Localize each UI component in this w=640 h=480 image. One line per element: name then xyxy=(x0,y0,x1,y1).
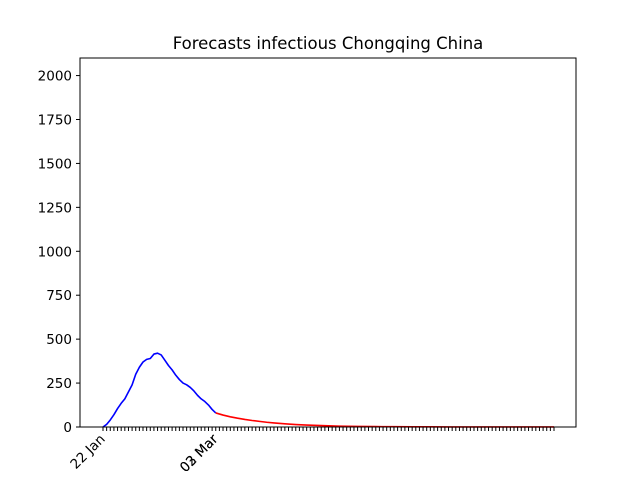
y-tick-label: 1250 xyxy=(38,200,72,216)
y-tick-label: 2000 xyxy=(38,69,72,85)
y-tick-label: 0 xyxy=(63,420,72,436)
axes-frame xyxy=(79,57,577,428)
y-tick-label: 1000 xyxy=(38,244,72,260)
x-tick-label: 02 Mar xyxy=(177,431,222,476)
y-axis: 0 250 500 750 1000 1250 1500 1750 2000 xyxy=(38,69,80,436)
x-tick-label: 22 Jan xyxy=(67,431,108,472)
y-tick-label: 1500 xyxy=(38,156,72,172)
y-tick-label: 250 xyxy=(46,376,72,392)
y-tick-label: 750 xyxy=(46,288,72,304)
observed-series-line xyxy=(102,352,217,428)
plot-area xyxy=(102,352,554,428)
forecast-series-line xyxy=(215,412,554,428)
y-tick-label: 500 xyxy=(46,332,72,348)
y-tick-label: 1750 xyxy=(38,113,72,129)
chart-title: Forecasts infectious Chongqing China xyxy=(173,34,484,53)
